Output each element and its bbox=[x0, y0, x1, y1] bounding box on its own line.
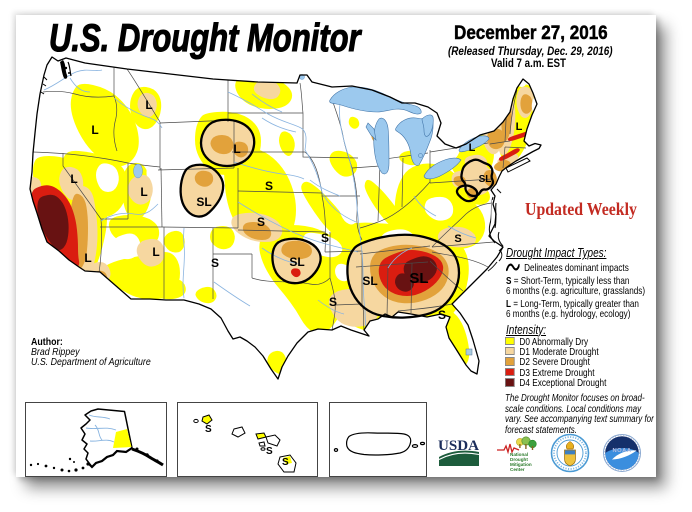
svg-text:S: S bbox=[454, 233, 461, 245]
svg-text:L: L bbox=[516, 121, 523, 133]
svg-text:S: S bbox=[257, 215, 265, 229]
svg-text:Drought: Drought bbox=[510, 457, 528, 462]
svg-text:Mitigation: Mitigation bbox=[510, 462, 532, 467]
svg-text:S: S bbox=[329, 295, 337, 309]
svg-text:S: S bbox=[321, 231, 329, 245]
svg-text:L: L bbox=[469, 142, 476, 154]
svg-text:S: S bbox=[438, 308, 446, 322]
svg-text:S: S bbox=[266, 446, 273, 457]
svg-text:S: S bbox=[282, 457, 289, 468]
svg-text:L: L bbox=[140, 185, 147, 199]
svg-text:USDA: USDA bbox=[438, 438, 480, 454]
svg-text:Center: Center bbox=[510, 467, 525, 472]
svg-text:National: National bbox=[510, 452, 528, 457]
svg-text:S: S bbox=[265, 179, 273, 193]
svg-text:L: L bbox=[84, 251, 91, 265]
svg-text:SL: SL bbox=[409, 270, 428, 287]
svg-text:L: L bbox=[233, 142, 240, 156]
svg-text:S: S bbox=[211, 256, 219, 270]
svg-text:L: L bbox=[70, 172, 77, 186]
svg-text:SL: SL bbox=[289, 255, 304, 269]
svg-text:SL: SL bbox=[362, 274, 377, 288]
svg-text:L: L bbox=[152, 245, 159, 259]
svg-text:NOAA: NOAA bbox=[612, 448, 631, 454]
svg-text:SL: SL bbox=[479, 174, 492, 185]
svg-text:L: L bbox=[145, 98, 152, 112]
svg-text:SL: SL bbox=[196, 195, 211, 209]
svg-text:S: S bbox=[205, 424, 212, 435]
svg-text:L: L bbox=[91, 123, 98, 137]
